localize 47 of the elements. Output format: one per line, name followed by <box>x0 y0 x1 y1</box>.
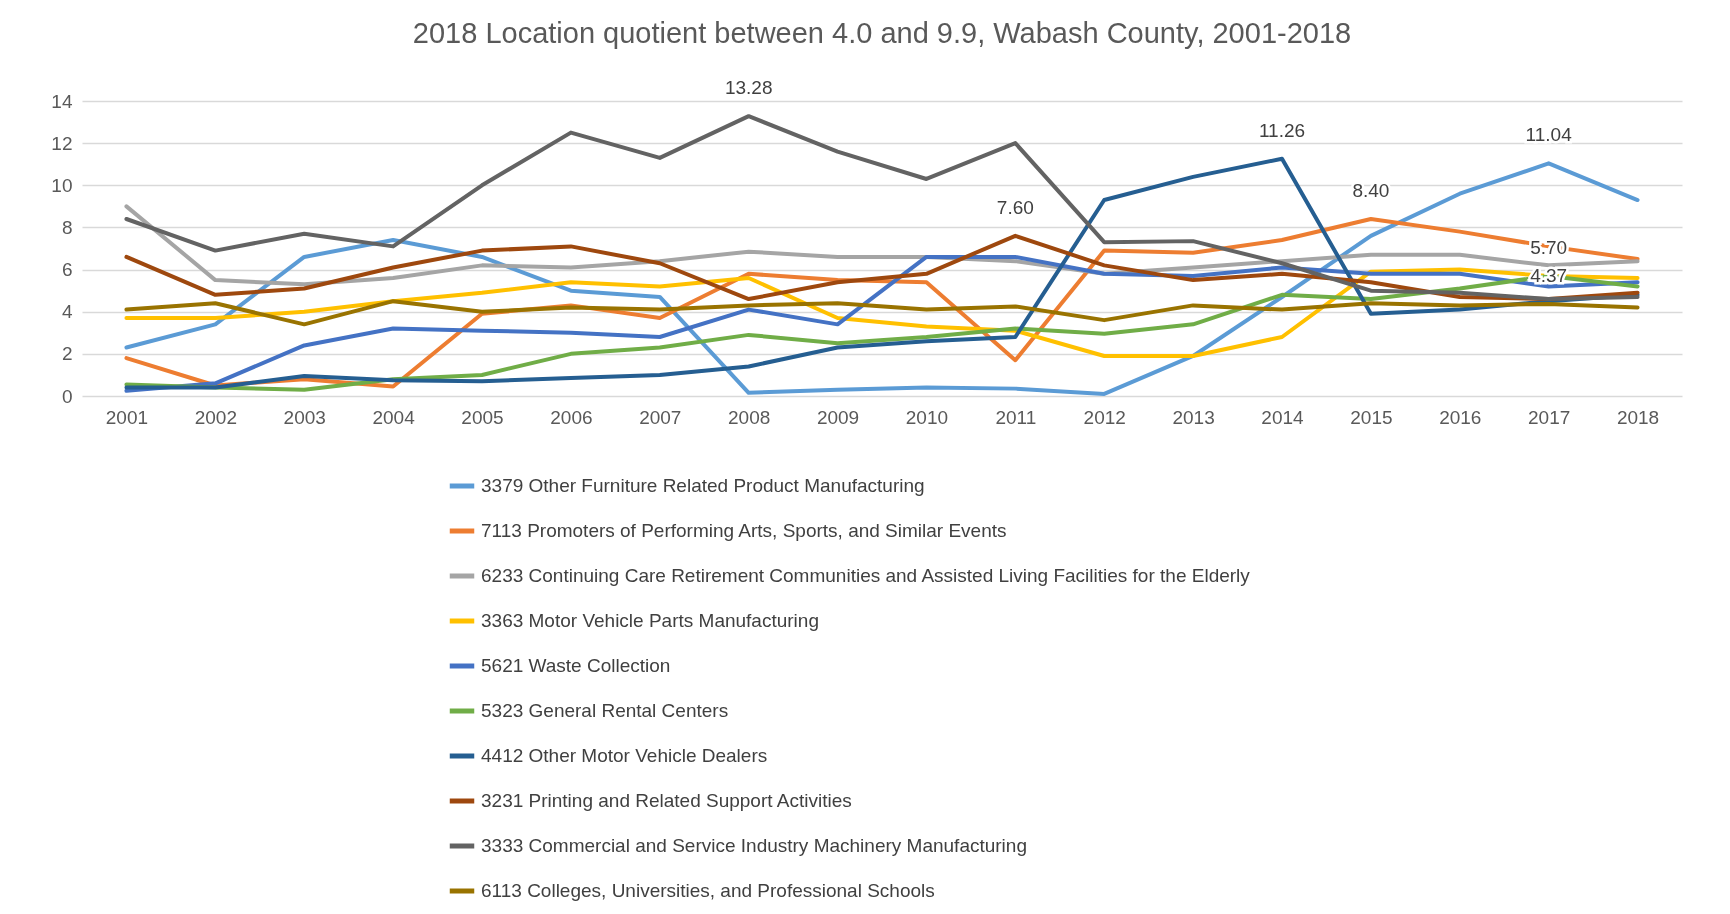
x-tick-label: 2018 <box>1616 406 1660 428</box>
x-tick-label: 2009 <box>816 406 860 428</box>
y-tick-label: 2 <box>61 343 73 365</box>
data-label: 8.40 <box>1352 180 1390 201</box>
legend-label: 4412 Other Motor Vehicle Dealers <box>481 745 768 766</box>
data-label: 11.26 <box>1258 119 1306 141</box>
x-tick-label: 2002 <box>194 406 237 428</box>
x-tick-label: 2010 <box>905 406 949 428</box>
line-series <box>124 267 1640 358</box>
y-tick-label: 4 <box>61 301 73 323</box>
legend-label: 6113 Colleges, Universities, and Professional Schools <box>481 880 935 901</box>
x-tick-label: 2016 <box>1439 406 1482 428</box>
x-tick-label: 2001 <box>105 406 149 428</box>
chart-title: 2018 Location quotient between 4.0 and 9.9, Wabash County, 2001-2018 <box>412 17 1352 50</box>
x-tick-label: 2013 <box>1172 406 1215 428</box>
y-tick-label: 12 <box>51 132 73 154</box>
data-label: 13.28 <box>724 77 773 99</box>
legend-label: 3363 Motor Vehicle Parts Manufacturing <box>481 610 819 631</box>
line-series <box>124 233 1640 302</box>
data-label: 4.37 <box>1530 264 1568 286</box>
x-tick-label: 2017 <box>1528 406 1571 428</box>
x-tick-label: 2015 <box>1350 406 1393 428</box>
legend-label: 5621 Waste Collection <box>481 655 671 676</box>
x-tick-label: 2007 <box>639 406 682 428</box>
y-tick-label: 6 <box>61 259 73 281</box>
data-label: 11.04 <box>1525 124 1573 146</box>
x-tick-label: 2014 <box>1261 406 1305 428</box>
y-tick-label: 14 <box>51 90 73 112</box>
y-tick-label: 0 <box>61 385 73 407</box>
legend-label: 3231 Printing and Related Support Activities <box>481 790 852 811</box>
x-tick-label: 2003 <box>283 406 326 428</box>
data-label: 7.60 <box>996 196 1034 218</box>
line-series <box>124 114 1640 302</box>
x-tick-label: 2012 <box>1083 406 1126 428</box>
x-tick-label: 2004 <box>372 406 416 428</box>
line-series <box>124 299 1640 327</box>
x-tick-label: 2005 <box>461 406 504 428</box>
legend-label: 6233 Continuing Care Retirement Communities and Assisted Living Facilities for the Elderly <box>481 565 1251 586</box>
y-tick-label: 10 <box>51 174 73 196</box>
x-tick-label: 2008 <box>728 406 771 428</box>
x-tick-label: 2006 <box>550 406 593 428</box>
y-tick-label: 8 <box>61 216 73 238</box>
legend-label: 3333 Commercial and Service Industry Machinery Manufacturing <box>481 835 1027 856</box>
legend-label: 7113 Promoters of Performing Arts, Sports, and Similar Events <box>481 520 1007 541</box>
legend-label: 3379 Other Furniture Related Product Manufacturing <box>481 475 925 496</box>
x-tick-label: 2011 <box>995 406 1037 428</box>
legend-label: 5323 General Rental Centers <box>481 700 729 721</box>
